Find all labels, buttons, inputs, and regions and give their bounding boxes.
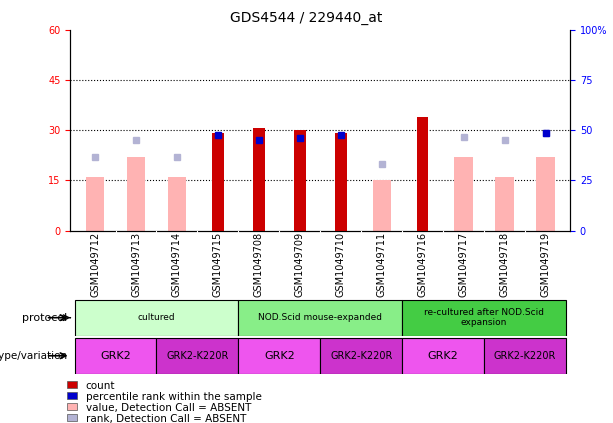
Bar [495,177,514,231]
Text: GSM1049717: GSM1049717 [459,232,468,297]
Text: GSM1049708: GSM1049708 [254,232,264,297]
Text: count: count [86,381,115,391]
Text: GSM1049714: GSM1049714 [172,232,182,297]
Text: percentile rank within the sample: percentile rank within the sample [86,392,262,402]
Text: GRK2: GRK2 [264,351,295,361]
Text: GSM1049715: GSM1049715 [213,232,223,297]
Bar [86,177,104,231]
Text: GSM1049719: GSM1049719 [541,232,550,297]
Text: cultured: cultured [138,313,175,322]
Bar [484,338,566,374]
Bar [127,157,145,231]
Text: protocol: protocol [22,313,67,323]
Bar [294,130,305,231]
Text: GSM1049710: GSM1049710 [336,232,346,297]
Bar [320,338,402,374]
Text: genotype/variation: genotype/variation [0,351,67,361]
Text: GDS4544 / 229440_at: GDS4544 / 229440_at [230,11,383,25]
Text: GRK2-K220R: GRK2-K220R [494,351,556,361]
Text: GSM1049709: GSM1049709 [295,232,305,297]
Text: value, Detection Call = ABSENT: value, Detection Call = ABSENT [86,403,251,413]
Text: GRK2-K220R: GRK2-K220R [166,351,229,361]
Bar [373,180,391,231]
Text: GRK2: GRK2 [428,351,459,361]
Text: GSM1049716: GSM1049716 [417,232,428,297]
Text: GSM1049711: GSM1049711 [377,232,387,297]
Bar [212,133,224,231]
Bar [536,157,555,231]
Bar [238,338,320,374]
Bar [75,300,238,335]
Text: re-cultured after NOD.Scid
expansion: re-cultured after NOD.Scid expansion [424,308,544,327]
Text: NOD.Scid mouse-expanded: NOD.Scid mouse-expanded [258,313,383,322]
Bar [253,129,265,231]
Bar [168,177,186,231]
Bar [454,157,473,231]
Text: GRK2: GRK2 [100,351,131,361]
Text: GSM1049713: GSM1049713 [131,232,141,297]
Text: rank, Detection Call = ABSENT: rank, Detection Call = ABSENT [86,414,246,423]
Bar [75,338,156,374]
Bar [238,300,402,335]
Bar [417,117,428,231]
Bar [402,338,484,374]
Bar [335,133,346,231]
Text: GRK2-K220R: GRK2-K220R [330,351,392,361]
Text: GSM1049718: GSM1049718 [500,232,509,297]
Text: GSM1049712: GSM1049712 [90,232,100,297]
Bar [156,338,238,374]
Bar [402,300,566,335]
